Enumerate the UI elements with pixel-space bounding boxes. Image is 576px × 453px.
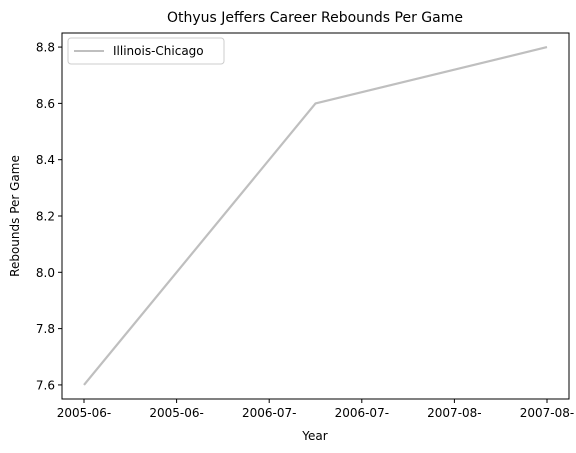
x-axis-label: Year <box>301 429 327 443</box>
x-tick-label: 2007-08- <box>427 406 481 420</box>
y-tick-label: 8.0 <box>36 266 55 280</box>
x-tick-label: 2005-06- <box>149 406 203 420</box>
y-tick-label: 8.6 <box>36 97 55 111</box>
series-line-illinois-chicago <box>83 46 548 386</box>
plot-frame <box>61 32 570 400</box>
y-axis-label: Rebounds Per Game <box>8 155 22 277</box>
legend-label: Illinois-Chicago <box>113 44 204 58</box>
y-tick-label: 7.6 <box>36 378 55 392</box>
x-tick-label: 2006-07- <box>242 406 296 420</box>
x-tick-label: 2007-08- <box>520 406 574 420</box>
y-tick-label: 8.8 <box>36 41 55 55</box>
y-tick-label: 8.2 <box>36 210 55 224</box>
y-axis: 7.6 7.8 8.0 8.2 8.4 8.6 8.8 <box>36 41 62 392</box>
x-axis: 2005-06- 2005-06- 2006-07- 2006-07- 2007-08-… <box>57 399 574 420</box>
chart-title: Othyus Jeffers Career Rebounds Per Game <box>167 10 463 26</box>
legend-box <box>67 37 225 65</box>
x-tick-label: 2005-06- <box>57 406 111 420</box>
y-tick-label: 7.8 <box>36 322 55 336</box>
legend: Illinois-Chicago <box>67 37 225 65</box>
y-tick-label: 8.4 <box>36 153 55 167</box>
x-tick-label: 2006-07- <box>335 406 389 420</box>
plot-area <box>83 46 548 386</box>
